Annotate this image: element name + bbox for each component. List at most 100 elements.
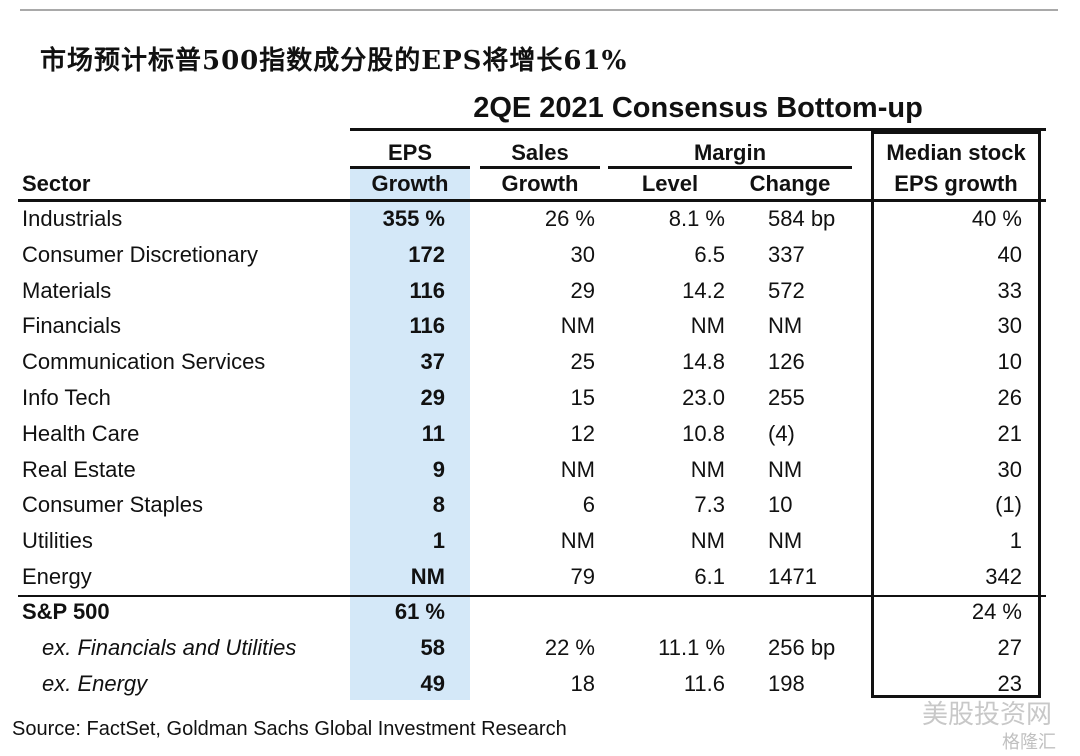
cell-eps: 29 [420,385,445,410]
cell-sector: Materials [22,277,112,303]
cell-median: 40 [997,241,1022,267]
cell-sales: 30 [570,241,595,267]
source-note: Source: FactSet, Goldman Sachs Global In… [12,718,567,740]
sales-header-rule [480,166,600,169]
header-level: Level [641,171,699,196]
cell-sector: Communication Services [22,349,266,375]
eps-growth-highlight [350,168,470,700]
table-row: Materials 116 29 14.2 572 33 [0,275,1080,307]
cell-level: 7.3 [694,492,725,518]
table-row: Consumer Discretionary 172 30 6.5 337 40 [0,239,1080,271]
cell-median: 30 [997,456,1022,482]
cell-sales: 18 [570,670,595,696]
cell-sector: ex. Energy [42,670,148,696]
cell-sector: Financials [22,313,122,339]
cell-sector: ex. Financials and Utilities [42,634,297,660]
cell-eps: 172 [408,241,445,267]
header-change: Change [749,171,831,196]
cell-level: 14.8 [682,349,725,375]
cell-sales: NM [560,313,595,339]
cell-level: 11.1 % [658,634,725,660]
cell-sales: 22 % [544,634,595,660]
cell-eps: 61 % [394,599,445,624]
header-sector: Sector [22,171,91,196]
cell-level: 23.0 [682,385,725,410]
cell-level: 10.8 [682,420,725,446]
cell-sector: Health Care [22,420,140,446]
cell-sales: NM [560,456,595,482]
cell-level: 6.5 [694,241,725,267]
cell-change: (4) [768,420,795,446]
cell-sector: S&P 500 [22,599,110,624]
cell-change: 198 [768,670,805,696]
cell-sector: Utilities [22,528,93,554]
cell-eps: 58 [420,634,445,660]
watermark-text: 美股投资网 [921,699,1052,729]
watermark-brand: 格隆汇 [1002,732,1056,752]
cell-change: NM [768,456,803,482]
cell-sales [475,596,595,628]
cell-level: NM [690,313,725,339]
table-row: Real Estate 9 NM NM NM 30 [0,454,1080,486]
cell-eps: 37 [420,349,445,375]
table-title: 2QE 2021 Consensus Bottom-up [473,92,923,124]
cell-median: 21 [997,420,1022,446]
cell-level [610,596,725,628]
cell-median: 40 % [971,206,1022,231]
cell-median: (1) [995,492,1022,518]
cell-level: NM [690,528,725,554]
eps-header-rule [350,166,470,169]
header-eps-top: EPS [387,140,433,165]
cell-median: 30 [997,313,1022,339]
cell-eps: NM [410,564,445,589]
cell-eps: 49 [420,670,445,696]
cell-sector: Consumer Discretionary [22,241,258,267]
cell-median: 24 % [971,599,1022,624]
cell-sales: 29 [570,277,595,303]
cell-sales: 15 [570,385,595,410]
page-title: 市场预计标普500指数成分股的EPS将增长61% [40,46,628,76]
cell-sales: 12 [570,420,595,446]
table-row: Utilities 1 NM NM NM 1 [0,525,1080,557]
header-sales-bottom: Growth [501,171,579,196]
header-sales-top: Sales [511,140,569,165]
header-median-bottom: EPS growth [894,171,1018,196]
cell-change: 337 [768,241,805,267]
cell-median: 26 [997,385,1022,410]
cell-sales: 79 [570,564,595,589]
cell-sales: 6 [582,492,595,518]
cell-eps: 116 [409,277,446,303]
cell-sector: Energy [22,564,92,589]
header-margin: Margin [693,140,767,165]
cell-change: 126 [768,349,805,375]
cell-eps: 1 [432,528,445,554]
cell-median: 27 [997,634,1022,660]
cell-eps: 355 % [382,206,445,231]
cell-sales: 25 [570,349,595,375]
table-row: Communication Services 37 25 14.8 126 10 [0,346,1080,378]
cell-median: 23 [997,670,1022,696]
header-median-top: Median stock [886,140,1026,165]
cell-change: 572 [768,277,805,303]
margin-header-rule [608,166,852,169]
cell-sector: Real Estate [22,456,136,482]
cell-change: NM [768,528,803,554]
cell-median: 342 [985,564,1022,589]
table-row: Financials 116 NM NM NM 30 [0,310,1080,342]
cell-level: 8.1 % [668,206,725,231]
cell-median: 33 [997,277,1022,303]
cell-change: 256 bp [768,634,836,660]
cell-level: 14.2 [682,277,725,303]
cell-eps: 116 [409,313,446,339]
cell-change: NM [768,313,803,339]
header-bottom-rule [18,199,1046,202]
cell-eps: 9 [432,456,445,482]
cell-change: 10 [768,492,793,518]
table-row: Health Care 11 12 10.8 (4) 21 [0,418,1080,450]
cell-median: 10 [997,349,1022,375]
table-row: Consumer Staples 8 6 7.3 10 (1) [0,489,1080,521]
table-row: Info Tech 29 15 23.0 255 26 [0,382,1080,414]
cell-sales: 26 % [544,206,595,231]
cell-eps: 8 [432,492,445,518]
cell-change [740,596,846,628]
